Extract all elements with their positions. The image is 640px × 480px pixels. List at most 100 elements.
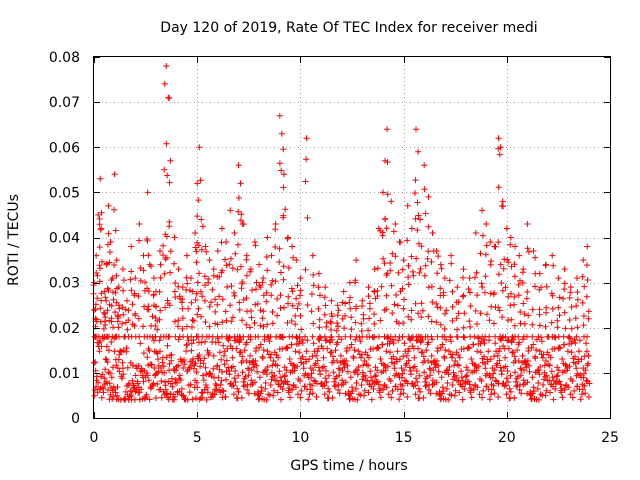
data-point — [178, 299, 185, 306]
data-point — [500, 265, 507, 272]
data-point — [109, 275, 116, 282]
data-point — [309, 252, 316, 259]
data-point — [482, 251, 489, 258]
data-point — [140, 378, 147, 385]
data-point — [399, 266, 406, 273]
data-point — [315, 305, 322, 312]
data-point — [194, 311, 201, 318]
data-point — [299, 340, 306, 346]
data-point — [120, 371, 127, 378]
data-point — [390, 353, 397, 360]
data-point — [577, 396, 584, 403]
data-point — [405, 357, 412, 364]
data-point — [548, 368, 555, 375]
data-point — [421, 369, 428, 376]
data-point — [443, 385, 450, 392]
data-point — [322, 302, 329, 309]
data-point — [229, 314, 236, 321]
data-point — [358, 382, 365, 388]
data-point — [567, 289, 574, 296]
data-point — [171, 396, 178, 403]
data-point — [198, 246, 205, 253]
data-point — [516, 339, 523, 346]
data-point — [459, 293, 466, 300]
data-point — [368, 374, 374, 381]
data-point — [511, 273, 518, 280]
data-point — [417, 333, 424, 340]
data-point — [547, 354, 554, 361]
data-point — [487, 239, 494, 245]
data-point — [534, 367, 541, 374]
data-point — [437, 344, 444, 351]
data-point — [519, 279, 526, 286]
data-point — [371, 320, 378, 327]
data-point — [233, 345, 240, 352]
data-point — [276, 368, 283, 375]
data-point — [193, 369, 200, 375]
data-point — [440, 388, 447, 394]
data-point — [310, 282, 317, 289]
data-point — [437, 261, 444, 268]
data-point — [353, 385, 360, 392]
data-point — [341, 325, 348, 332]
data-point — [221, 361, 228, 368]
data-point — [243, 272, 250, 279]
data-point — [285, 300, 291, 307]
data-point — [425, 313, 432, 320]
data-point — [401, 296, 407, 303]
data-point — [384, 126, 391, 133]
data-point — [584, 243, 591, 250]
data-point — [390, 228, 397, 235]
data-point — [372, 372, 379, 379]
data-point — [490, 382, 497, 389]
chart-title: Day 120 of 2019, Rate Of TEC Index for r… — [160, 20, 537, 36]
data-point — [107, 370, 114, 377]
data-point — [417, 265, 424, 272]
data-point — [179, 325, 186, 332]
data-point — [396, 239, 403, 245]
data-point — [554, 317, 561, 324]
data-point — [278, 167, 285, 174]
data-point — [240, 383, 247, 390]
data-point — [112, 389, 119, 396]
data-point — [569, 377, 576, 384]
plot-frame — [93, 56, 611, 419]
data-point — [468, 394, 475, 401]
data-point — [304, 337, 311, 344]
data-point — [239, 369, 246, 376]
y-tick-labels: 0 0.01 0.02 0.03 0.04 0.05 0.06 0.07 0.08 — [49, 50, 80, 427]
data-point — [391, 301, 398, 308]
data-point — [234, 385, 241, 392]
data-point — [378, 283, 385, 290]
data-point — [486, 333, 493, 340]
data-point — [303, 156, 310, 163]
data-point — [361, 392, 367, 399]
data-point — [140, 323, 147, 330]
data-point — [354, 371, 361, 378]
data-point — [380, 361, 387, 368]
data-point — [323, 379, 330, 385]
data-point — [228, 255, 234, 262]
data-point — [174, 380, 180, 386]
data-point — [167, 269, 174, 276]
data-point — [450, 369, 457, 376]
data-point — [135, 315, 142, 322]
data-point — [336, 372, 343, 379]
data-point — [342, 333, 349, 340]
data-point — [285, 381, 291, 388]
data-point — [236, 299, 243, 306]
data-point — [490, 370, 497, 377]
data-point — [238, 211, 245, 218]
data-point — [264, 234, 271, 241]
data-point — [202, 382, 209, 388]
data-point — [295, 300, 302, 307]
data-point — [357, 338, 364, 345]
data-point — [344, 368, 351, 375]
data-point — [305, 396, 312, 403]
data-point — [321, 294, 328, 301]
data-point — [420, 394, 427, 401]
data-point — [93, 383, 100, 390]
data-point — [210, 266, 217, 273]
data-point — [389, 387, 396, 394]
data-point — [347, 305, 354, 312]
